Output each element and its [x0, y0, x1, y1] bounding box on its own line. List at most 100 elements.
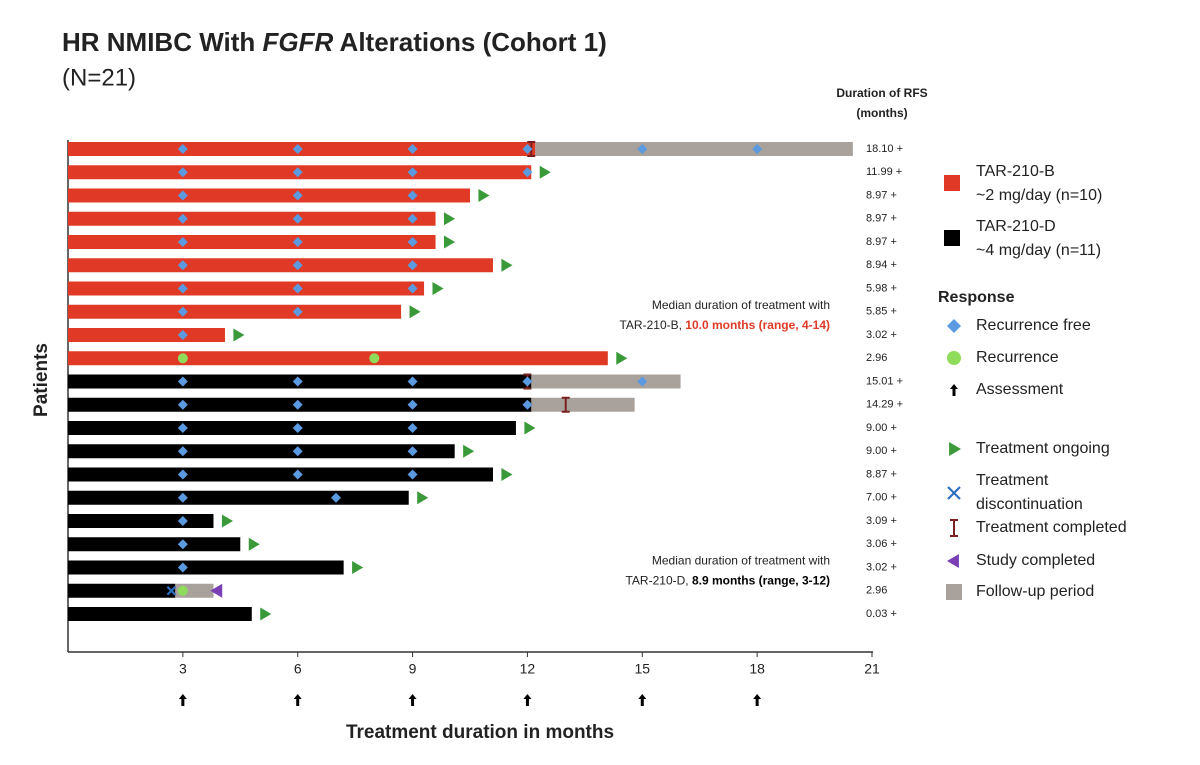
recurrence-free-marker [177, 306, 188, 317]
recurrence-free-marker [752, 144, 763, 154]
recurrence-marker [947, 351, 961, 365]
x-tick-label: 6 [294, 661, 302, 677]
assessment-marker [408, 694, 417, 706]
ongoing-marker [260, 607, 272, 621]
annotation: TAR-210-D, 8.9 months (range, 3-12) [625, 574, 830, 588]
title-part: Alterations (Cohort 1) [333, 27, 606, 57]
recurrence-free-marker [407, 423, 418, 433]
recurrence-free-marker [407, 446, 418, 457]
study-completed-marker [210, 583, 223, 598]
rfs-label: 8.97 + [866, 189, 897, 201]
recurrence-free-marker [407, 376, 418, 387]
ongoing-marker [463, 444, 475, 458]
annotation-highlight: 10.0 months (range, 4-14) [685, 318, 830, 332]
legend-label: Treatment [976, 472, 1049, 489]
rfs-header: (months) [856, 106, 907, 120]
recurrence-free-marker [331, 492, 341, 503]
recurrence-free-marker [522, 144, 533, 154]
recurrence-marker [177, 585, 188, 596]
rfs-label: 2.96 [866, 585, 887, 597]
recurrence-free-marker [177, 539, 188, 550]
ongoing-marker [539, 165, 551, 179]
ongoing-marker [221, 514, 233, 528]
legend-title: Response [938, 289, 1015, 306]
recurrence-free-marker [177, 399, 188, 410]
study-completed-marker [947, 554, 959, 568]
treatment-bar [68, 467, 493, 482]
rfs-header: Duration of RFS [836, 86, 927, 100]
treatment-bar [68, 537, 241, 552]
rfs-label: 8.97 + [866, 213, 897, 225]
treatment-bar [68, 211, 436, 226]
recurrence-marker [177, 353, 188, 364]
annotation: Median duration of treatment with [652, 298, 830, 312]
rfs-label: 5.98 + [866, 282, 897, 294]
rfs-label: 8.94 + [866, 259, 897, 271]
recurrence-free-marker [407, 237, 418, 247]
treatment-bar [68, 281, 425, 296]
recurrence-free-marker [407, 144, 418, 154]
recurrence-free-marker [177, 167, 188, 178]
ongoing-marker [233, 328, 245, 342]
recurrence-free-marker [177, 492, 188, 503]
ongoing-marker [432, 282, 444, 295]
annotation-highlight: 8.9 months (range, 3-12) [692, 574, 830, 588]
ongoing-marker [248, 537, 260, 551]
legend-label: Recurrence [976, 349, 1059, 366]
recurrence-free-marker [407, 213, 418, 224]
recurrence-free-marker [177, 446, 188, 457]
title-part: FGFR [263, 27, 334, 57]
recurrence-free-marker [292, 213, 303, 224]
recurrence-free-marker [292, 283, 303, 294]
x-tick-label: 21 [864, 661, 880, 677]
recurrence-free-marker [292, 144, 303, 154]
discontinuation-marker [947, 486, 961, 500]
rfs-label: 0.03 + [866, 608, 897, 620]
recurrence-free-marker [522, 167, 533, 178]
recurrence-free-marker [292, 446, 303, 457]
rfs-label: 14.29 + [866, 399, 903, 411]
chart-title: HR NMIBC With FGFR Alterations (Cohort 1… [62, 27, 607, 57]
legend-label: Treatment completed [976, 519, 1127, 536]
recurrence-free-marker [407, 399, 418, 410]
rfs-label: 7.00 + [866, 492, 897, 504]
recurrence-free-marker [292, 260, 303, 271]
recurrence-free-marker [407, 469, 418, 480]
rfs-label: 9.00 + [866, 422, 897, 434]
x-tick-label: 18 [749, 661, 765, 677]
recurrence-free-marker [292, 399, 303, 410]
rfs-label: 3.09 + [866, 515, 897, 527]
treatment-bar [68, 304, 402, 319]
recurrence-free-marker [292, 469, 303, 480]
assessment-marker [523, 694, 532, 706]
annotation-part: TAR-210-B, [619, 318, 685, 332]
recurrence-free-marker [637, 144, 648, 154]
recurrence-free-marker [292, 306, 303, 317]
ongoing-marker [949, 442, 961, 456]
recurrence-free-marker [522, 376, 533, 387]
discontinuation-marker [166, 585, 177, 596]
rfs-label: 3.06 + [866, 538, 897, 550]
x-tick-label: 3 [179, 661, 187, 677]
ongoing-marker [417, 491, 429, 505]
recurrence-free-marker [177, 283, 188, 294]
ongoing-marker [616, 351, 628, 365]
legend-label: Study completed [976, 552, 1095, 569]
rfs-label: 3.02 + [866, 561, 897, 573]
recurrence-free-marker [177, 330, 188, 340]
recurrence-free-marker [407, 283, 418, 294]
recurrence-free-marker [637, 376, 648, 387]
legend-label: ~4 mg/day (n=11) [976, 242, 1101, 259]
x-tick-label: 9 [409, 661, 417, 677]
x-axis-label: Treatment duration in months [346, 722, 614, 743]
ongoing-marker [352, 561, 364, 574]
recurrence-free-marker [407, 167, 418, 178]
followup-bar [531, 374, 681, 389]
assessment-marker [178, 694, 187, 706]
assessment-marker [293, 694, 302, 706]
rfs-label: 18.10 + [866, 143, 903, 155]
ongoing-marker [409, 305, 421, 319]
recurrence-free-marker [177, 516, 188, 526]
ongoing-marker [443, 212, 456, 226]
